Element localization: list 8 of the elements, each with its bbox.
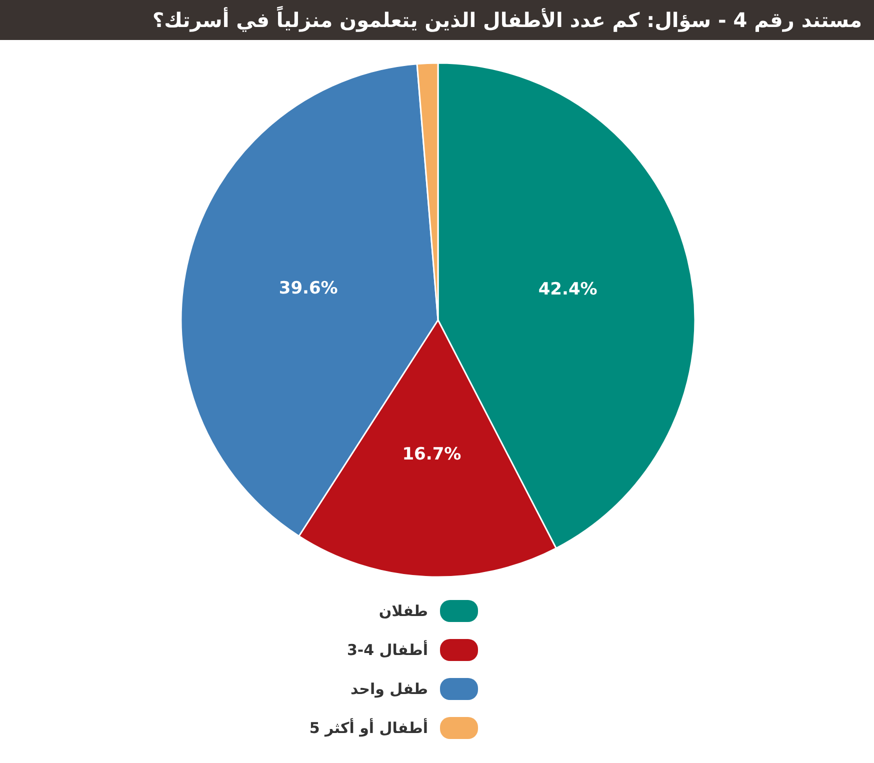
- data-label: 42.4%: [538, 279, 598, 300]
- legend-label: 5 أطفال أو أكثر: [309, 718, 428, 737]
- legend-label: طفلان: [378, 602, 428, 620]
- legend-label: 3-4 أطفال: [346, 640, 428, 659]
- chart-title: مستند رقم 4 - سؤال: كم عدد الأطفال الذين يتعلمون منزلياً في أسرتك؟: [152, 6, 862, 32]
- data-label: 16.7%: [402, 444, 462, 464]
- data-label: 39.6%: [278, 278, 338, 299]
- legend-label: طفل واحد: [350, 680, 428, 698]
